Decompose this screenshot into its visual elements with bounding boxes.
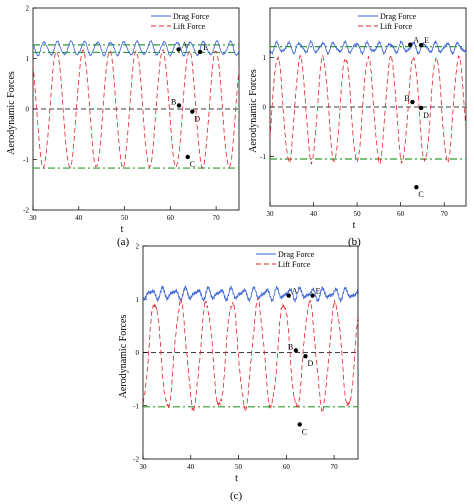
x-tick-label: 60: [397, 210, 405, 218]
plot-area: [270, 39, 466, 165]
series-line-drag-force: [143, 284, 358, 303]
panel-label-b: (b): [348, 236, 361, 248]
point-e: [418, 42, 424, 48]
chart-panel-a: 30 40 50 60 70 -2 -1 0 1 2 t Aerodynamic Forces A E B D…: [6, 5, 240, 235]
legend-label-1: Lift Force: [278, 260, 311, 269]
point-e: [310, 293, 315, 298]
x-tick-label: 30: [30, 214, 38, 222]
point-c: [414, 184, 419, 190]
point-label-a: A: [182, 40, 188, 49]
x-tick-label: 60: [283, 463, 291, 471]
point-label-a: A: [292, 287, 298, 296]
x-tick-label: 50: [235, 463, 243, 471]
legend-label-0: Drag Force: [173, 12, 210, 21]
point-a: [286, 293, 291, 298]
series-line-lift-force: [270, 54, 466, 165]
point-d: [303, 354, 308, 359]
x-axis-label: t: [353, 220, 356, 231]
point-label-e: E: [203, 43, 208, 52]
point-label-b: B: [171, 97, 176, 106]
point-label-d: D: [423, 111, 429, 120]
x-tick-label: 70: [331, 463, 339, 471]
point-c: [297, 422, 302, 427]
point-label-c: C: [302, 427, 307, 436]
chart-panel-c: 30 40 50 60 70 -2 -1 0 1 2 t Aerodynamic Forces A E B D…: [118, 243, 359, 484]
y-axis-label: Aerodynamic Forces: [6, 71, 17, 155]
point-d: [418, 105, 424, 111]
series-line-lift-force: [143, 297, 358, 413]
x-tick-label: 50: [121, 214, 129, 222]
point-d: [190, 109, 195, 114]
x-tick-label: 40: [310, 210, 318, 218]
series-line-drag-force: [270, 39, 466, 56]
x-axis-label: t: [235, 473, 238, 484]
y-tick-label: -2: [23, 207, 29, 215]
y-tick-label: -1: [133, 402, 139, 410]
point-label-e: E: [424, 36, 429, 45]
panel-label-a: (a): [117, 236, 130, 248]
point-b: [176, 103, 182, 108]
point-b: [293, 348, 299, 353]
point-b: [410, 99, 415, 105]
legend-label-1: Lift Force: [380, 22, 413, 31]
legend-label-0: Drag Force: [278, 250, 315, 259]
point-label-e: E: [316, 287, 321, 296]
y-tick-label: -1: [260, 153, 266, 161]
y-axis-label: Aerodynamic Forces: [118, 315, 129, 399]
y-tick-label: -2: [133, 456, 139, 464]
y-tick-label: 1: [26, 55, 30, 63]
chart-panel-b: 30 40 50 60 70 -1 0 1 t Aerodynamic Forces A E B D C Dr…: [248, 7, 467, 231]
x-tick-label: 50: [354, 210, 362, 218]
point-a: [408, 42, 413, 47]
x-tick-label: 70: [213, 214, 221, 222]
y-tick-label: 0: [136, 349, 140, 357]
point-e: [197, 49, 203, 55]
x-tick-label: 60: [167, 214, 175, 222]
point-label-d: D: [307, 359, 313, 368]
x-tick-label: 40: [187, 463, 195, 471]
y-tick-label: 0: [263, 104, 267, 112]
plot-area: [143, 284, 358, 413]
point-label-c: C: [190, 160, 195, 169]
legend-label-0: Drag Force: [380, 12, 417, 21]
y-tick-label: 1: [136, 296, 140, 304]
y-tick-label: -1: [23, 156, 29, 164]
panel-label-c: (c): [230, 490, 243, 502]
point-label-b: B: [404, 94, 409, 103]
plot-frame: [32, 7, 240, 211]
y-tick-label: 0: [26, 106, 30, 114]
plot-area: [33, 39, 239, 170]
point-a: [176, 47, 181, 52]
legend-label-1: Lift Force: [173, 22, 206, 31]
point-label-a: A: [413, 36, 419, 45]
point-label-b: B: [288, 342, 293, 351]
y-axis-label: Aerodynamic Forces: [248, 69, 259, 153]
y-tick-label: 2: [26, 5, 30, 13]
series-line-drag-force: [33, 39, 239, 58]
x-tick-label: 40: [75, 214, 83, 222]
point-label-d: D: [194, 115, 200, 124]
x-tick-label: 30: [140, 463, 148, 471]
x-tick-label: 30: [267, 210, 275, 218]
point-label-c: C: [418, 190, 423, 199]
y-tick-label: 2: [136, 243, 140, 251]
series-line-lift-force: [33, 49, 239, 170]
x-axis-label: t: [121, 224, 124, 235]
y-tick-label: 1: [263, 54, 267, 62]
x-tick-label: 70: [441, 210, 449, 218]
point-c: [185, 154, 190, 160]
